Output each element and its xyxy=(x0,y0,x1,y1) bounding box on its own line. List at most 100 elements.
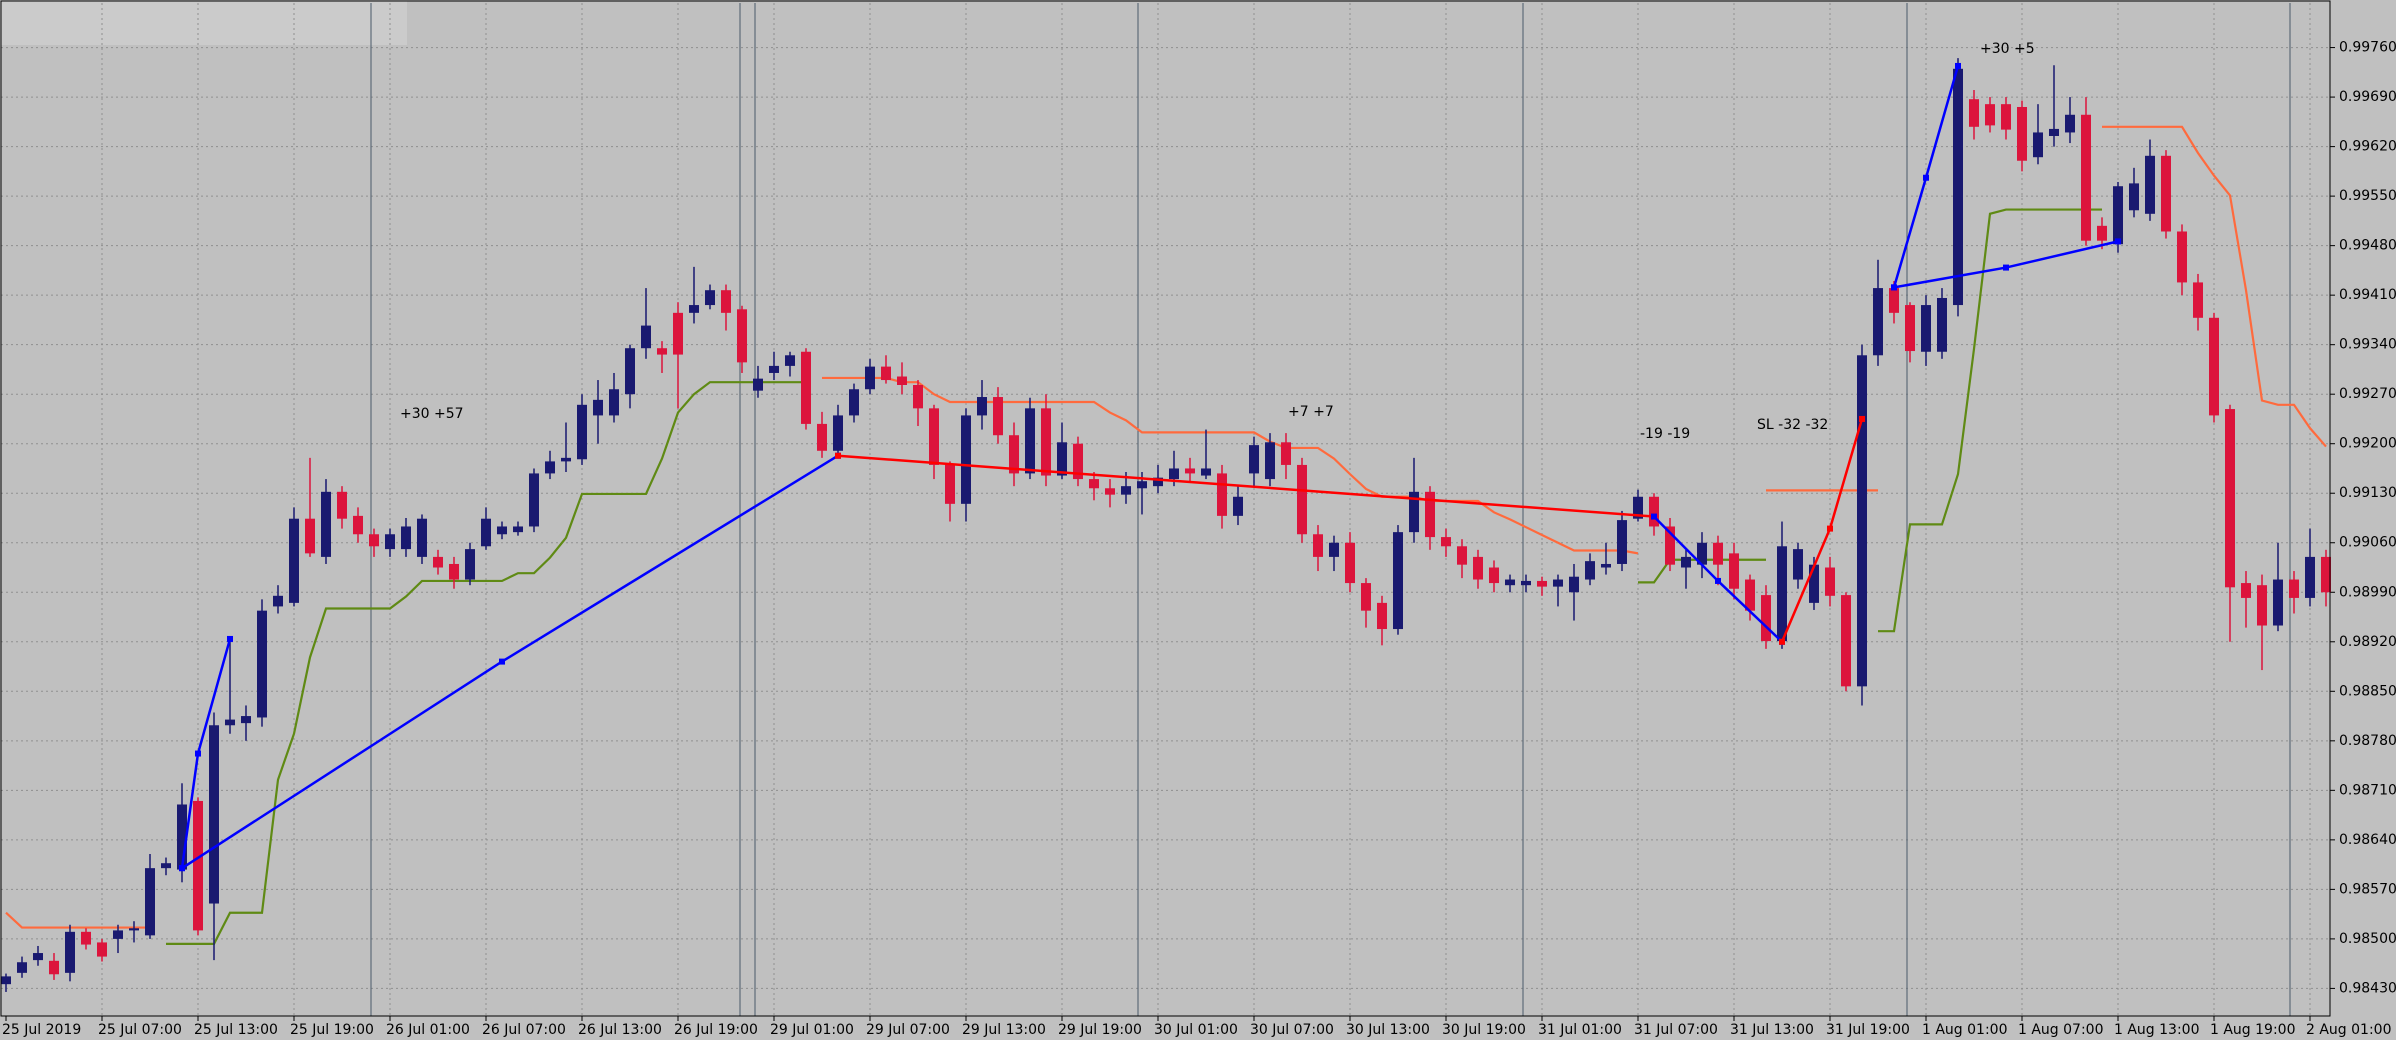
indicators xyxy=(5,125,2327,945)
candle-body xyxy=(2065,114,2075,133)
candle-body xyxy=(1569,576,1579,593)
indicator-line xyxy=(166,381,806,945)
candle-body xyxy=(305,518,315,554)
period-separators xyxy=(370,3,2291,1016)
candle-body xyxy=(2209,317,2219,416)
candle-body xyxy=(929,408,939,465)
candle-body xyxy=(785,355,795,366)
y-tick-label: 0.99340 xyxy=(2339,337,2396,353)
candle-body xyxy=(241,716,251,724)
x-tick-label: 29 Jul 07:00 xyxy=(866,1022,950,1038)
candle-body xyxy=(593,399,603,416)
x-tick-label: 31 Jul 13:00 xyxy=(1730,1022,1814,1038)
candle-body xyxy=(1457,546,1467,565)
candle-body xyxy=(2033,132,2043,158)
candle-body xyxy=(1521,580,1531,586)
candle-body xyxy=(529,473,539,527)
candle-body xyxy=(577,404,587,460)
candle-body xyxy=(1169,468,1179,480)
candle-body xyxy=(1153,477,1163,487)
candle-body xyxy=(1489,567,1499,584)
candle-body xyxy=(401,526,411,550)
x-tick-label: 30 Jul 13:00 xyxy=(1346,1022,1430,1038)
candle-body xyxy=(1185,468,1195,474)
candle-body xyxy=(81,931,91,945)
y-tick-label: 0.99620 xyxy=(2339,139,2396,155)
candle-body xyxy=(1889,288,1899,313)
x-tick-label: 30 Jul 01:00 xyxy=(1154,1022,1238,1038)
candle-body xyxy=(193,800,203,931)
candle-body xyxy=(1841,595,1851,687)
candle-body xyxy=(1009,435,1019,474)
x-tick-label: 25 Jul 13:00 xyxy=(194,1022,278,1038)
candle-body xyxy=(1425,491,1435,538)
candle-body xyxy=(913,384,923,409)
candle-body xyxy=(1777,546,1787,642)
trade-point xyxy=(499,658,505,665)
candle-body xyxy=(1313,534,1323,557)
candle-body xyxy=(1697,542,1707,565)
x-tick-label: 31 Jul 01:00 xyxy=(1538,1022,1622,1038)
trade-point xyxy=(1779,638,1785,645)
candle-body xyxy=(2321,556,2331,593)
candle-body xyxy=(737,309,747,363)
candle-body xyxy=(769,365,779,373)
trade-point xyxy=(835,452,841,459)
trade-point xyxy=(1923,174,1929,181)
candle-body xyxy=(625,348,635,395)
candle-body xyxy=(17,962,27,973)
candle-body xyxy=(1041,408,1051,476)
candle-body xyxy=(1361,583,1371,611)
x-tick-label: 29 Jul 01:00 xyxy=(770,1022,854,1038)
y-tick-label: 0.98990 xyxy=(2339,584,2396,600)
x-tick-label: 29 Jul 13:00 xyxy=(962,1022,1046,1038)
candle-body xyxy=(1953,68,1963,306)
candle-body xyxy=(481,518,491,547)
labels: 0.98430 0.98500 0.98570 0.98640 0.98710 0.987… xyxy=(2,40,2396,1038)
candle-body xyxy=(49,960,59,975)
candle-body xyxy=(1121,486,1131,495)
trade-point xyxy=(1955,62,1961,69)
candle-body xyxy=(977,397,987,416)
candle-body xyxy=(865,366,875,390)
candle-body xyxy=(513,526,523,533)
candle-body xyxy=(689,305,699,313)
candle-body xyxy=(1073,443,1083,480)
candle-body xyxy=(2225,409,2235,588)
candle-body xyxy=(945,464,955,504)
candle-body xyxy=(225,719,235,726)
candle-body xyxy=(1921,305,1931,352)
candle-body xyxy=(1409,491,1419,533)
y-tick-label: 0.98710 xyxy=(2339,782,2396,798)
x-tick-label: 1 Aug 13:00 xyxy=(2114,1022,2200,1038)
y-tick-label: 0.98570 xyxy=(2339,881,2396,897)
candle-body xyxy=(1937,297,1947,352)
candle-body xyxy=(1393,532,1403,630)
candle-body xyxy=(1329,542,1339,557)
candle-body xyxy=(1617,520,1627,564)
candle-body xyxy=(289,518,299,603)
candle-body xyxy=(369,534,379,547)
candle-body xyxy=(1745,579,1755,611)
candle-body xyxy=(993,397,1003,436)
x-tick-label: 26 Jul 01:00 xyxy=(386,1022,470,1038)
candle-body xyxy=(1025,408,1035,474)
x-tick-label: 31 Jul 07:00 xyxy=(1634,1022,1718,1038)
candle-body xyxy=(1537,580,1547,587)
trade-point xyxy=(1827,525,1833,532)
candle-body xyxy=(705,290,715,306)
candle-body xyxy=(1633,496,1643,519)
candle-body xyxy=(961,415,971,504)
trade-point xyxy=(195,750,201,757)
candle-body xyxy=(1665,526,1675,565)
candle-body xyxy=(1825,567,1835,596)
candle-body xyxy=(2257,585,2267,626)
candle-body xyxy=(801,351,811,424)
candle-body xyxy=(337,491,347,519)
candle-body xyxy=(609,389,619,416)
y-tick-label: 0.98920 xyxy=(2339,634,2396,650)
y-tick-label: 0.99410 xyxy=(2339,287,2396,303)
candle-body xyxy=(1713,542,1723,565)
trade-point xyxy=(2003,264,2009,271)
